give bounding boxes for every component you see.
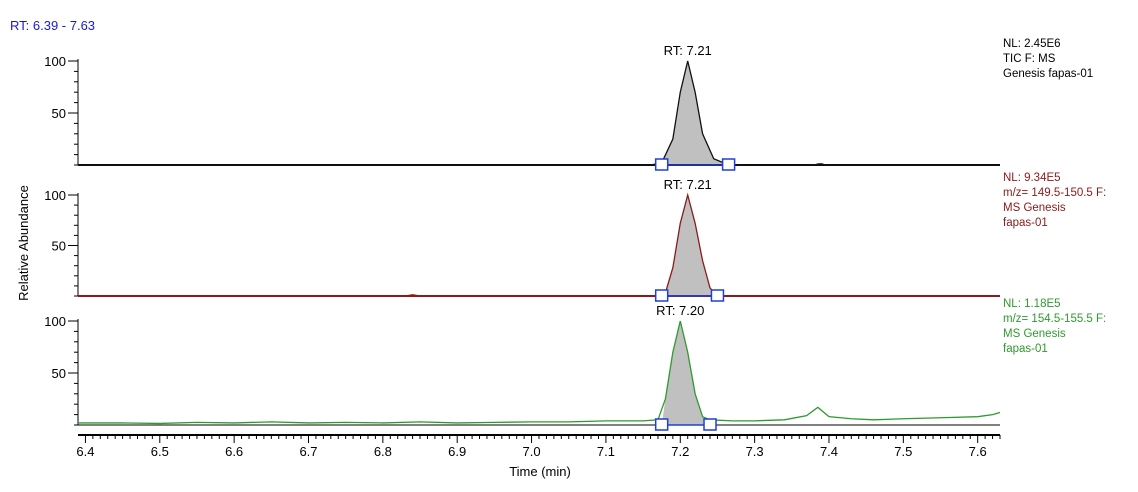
x-tick-label: 6.7 [299, 444, 317, 459]
trace-info-text: fapas-01 [1003, 343, 1048, 355]
x-tick-label: 7.2 [671, 444, 689, 459]
panel-tic: 50 100 RT: 7.21 NL: 2.45E6 TIC F: MS Genesis … [44, 38, 1093, 171]
trace-info-text: NL: 9.34E5 [1003, 172, 1061, 184]
trace-info-text: MS Genesis [1003, 202, 1066, 214]
y-tick-label: 100 [44, 54, 66, 69]
y-tick-label: 100 [44, 314, 66, 329]
y-axis-label: Relative Abundance [16, 185, 31, 301]
peak-boundary-marker [654, 418, 669, 431]
peak-boundary-marker [721, 158, 736, 171]
peak-area [661, 321, 711, 425]
x-tick-label: 7.5 [894, 444, 912, 459]
y-tick-label: 50 [52, 239, 66, 254]
trace-line [78, 192, 1000, 297]
x-tick-label: 7.0 [523, 444, 541, 459]
trace-info-text: Genesis fapas-01 [1003, 68, 1093, 80]
peak-area [661, 61, 729, 165]
trace-info-text: fapas-01 [1003, 217, 1048, 229]
x-tick-label: 6.4 [76, 444, 94, 459]
y-tick-label: 50 [52, 106, 66, 121]
peak-boundary-marker [654, 158, 669, 171]
peak-label: RT: 7.21 [664, 177, 712, 192]
panel-mz-155: 50 100 RT: 7.20 NL: 1.18E5 m/z= 154.5-155.5 … [44, 298, 1106, 431]
x-tick-label: 7.3 [746, 444, 764, 459]
peak-area [661, 195, 718, 296]
x-tick-label: 6.8 [374, 444, 392, 459]
peak-boundary-marker [703, 418, 717, 431]
rt-range-label: RT: 6.39 - 7.63 [10, 18, 95, 33]
x-axis-label: Time (min) [509, 464, 571, 479]
x-tick-label: 7.6 [969, 444, 987, 459]
trace-info-text: TIC F: MS [1003, 53, 1056, 65]
x-tick-label: 7.4 [820, 444, 838, 459]
peak-boundary-marker [654, 289, 669, 302]
x-tick-label: 7.1 [597, 444, 615, 459]
y-tick-label: 50 [52, 366, 66, 381]
trace-line [78, 60, 1000, 166]
y-tick-label: 100 [44, 188, 66, 203]
peak-boundary-marker [710, 289, 725, 302]
x-axis: 6.4 6.5 6.6 6.7 6.8 6.9 7.0 7.1 7.2 7.3 7.4 7.5 7.6 [76, 434, 1001, 459]
x-tick-label: 6.6 [225, 444, 243, 459]
trace-info-text: MS Genesis [1003, 328, 1066, 340]
panel-mz-150: 50 100 RT: 7.21 NL: 9.34E5 m/z= 149.5-150.5 … [44, 172, 1106, 302]
plot-layer: 50 100 RT: 7.21 NL: 2.45E6 TIC F: MS Genesis … [44, 38, 1106, 459]
trace-info-text: m/z= 149.5-150.5 F: [1003, 187, 1106, 199]
trace-info-text: m/z= 154.5-155.5 F: [1003, 313, 1106, 325]
x-tick-label: 6.5 [151, 444, 169, 459]
peak-label: RT: 7.21 [664, 43, 712, 58]
peak-label: RT: 7.20 [656, 303, 704, 318]
trace-info-text: NL: 1.18E5 [1003, 298, 1061, 310]
trace-info-text: NL: 2.45E6 [1003, 38, 1061, 50]
x-tick-label: 6.9 [448, 444, 466, 459]
trace-line [78, 320, 1001, 425]
